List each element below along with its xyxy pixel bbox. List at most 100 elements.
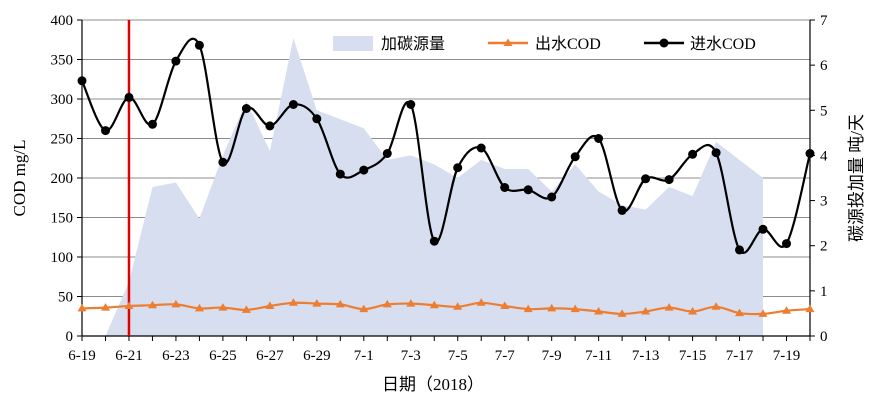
x-tick-label: 7-1 — [354, 348, 374, 364]
y-left-tick-label: 300 — [51, 92, 74, 108]
plot-frame — [77, 19, 815, 341]
influent-cod-point — [735, 245, 744, 255]
effluent-cod-point — [523, 304, 533, 313]
effluent-cod-point — [218, 303, 228, 311]
effluent-cod-point — [382, 299, 392, 308]
effluent-cod-point — [288, 298, 298, 306]
carbon-dosage-area — [105, 38, 763, 336]
legend-swatch-area — [333, 36, 373, 51]
effluent-cod-point — [617, 309, 627, 317]
effluent-cod-point — [641, 307, 651, 315]
influent-cod-point — [77, 76, 87, 86]
influent-cod-point — [688, 149, 698, 159]
effluent-cod-point — [265, 301, 275, 309]
y-right-tick-label: 0 — [820, 329, 828, 345]
influent-cod-point — [711, 148, 721, 158]
tick-labels-layer: 0 50 100 150 200 250 300 350 400 0 1 2 3 4 5 6 7 6-19 6-21… — [51, 13, 829, 364]
effluent-cod-point — [476, 298, 486, 306]
influent-cod-point — [500, 183, 510, 192]
influent-cod-point — [101, 126, 110, 136]
x-tick-label: 7-17 — [726, 348, 754, 364]
influent-cod-point — [218, 157, 228, 167]
y-right-tick-label: 1 — [820, 284, 828, 300]
influent-cod-point — [312, 114, 322, 124]
effluent-cod-point — [312, 299, 322, 307]
influent-cod-point — [782, 239, 791, 249]
y-left-tick-label: 100 — [51, 250, 74, 266]
effluent-cod-point — [77, 303, 87, 312]
influent-cod-point — [453, 163, 463, 173]
effluent-cod-point — [664, 303, 674, 311]
influent-cod-point — [171, 56, 181, 66]
effluent-cod-point — [570, 304, 580, 313]
x-tick-label: 7-5 — [448, 348, 468, 364]
y-right-tick-label: 6 — [820, 58, 828, 74]
x-tick-label: 6-21 — [115, 348, 143, 364]
influent-cod-point — [406, 100, 416, 109]
x-tick-label: 7-15 — [679, 348, 707, 364]
effluent-cod-point — [406, 299, 416, 307]
influent-cod-point — [664, 175, 674, 185]
effluent-cod-point — [453, 302, 463, 310]
y-right-tick-label: 4 — [820, 148, 828, 164]
effluent-cod-point — [194, 303, 204, 312]
influent-cod-point — [547, 192, 557, 202]
x-tick-label: 6-29 — [303, 348, 331, 364]
influent-cod-point — [429, 236, 439, 246]
y-right-tick-label: 7 — [820, 13, 828, 29]
x-tick-label: 7-11 — [585, 348, 612, 364]
influent-cod-point — [594, 134, 604, 143]
effluent-cod-point — [688, 307, 698, 315]
legend-label-area: 加碳源量 — [381, 35, 445, 53]
x-tick-label: 7-19 — [773, 348, 801, 364]
y-left-tick-label: 200 — [51, 171, 74, 187]
influent-cod-point — [194, 40, 204, 50]
effluent-cod-point — [101, 303, 110, 311]
influent-cod-point — [570, 152, 580, 162]
carbon-dosage-area-layer — [105, 38, 763, 336]
influent-cod-point — [641, 174, 651, 184]
influent-cod-point — [148, 119, 157, 129]
y-axis-right-title: 碳源投加量 吨/天 — [847, 114, 866, 242]
x-tick-label: 6-19 — [68, 348, 96, 364]
effluent-cod-point — [711, 302, 721, 310]
y-left-tick-label: 250 — [51, 132, 74, 148]
influent-cod-point — [617, 205, 627, 215]
effluent-cod-point — [359, 304, 369, 313]
x-axis-title: 日期（2018） — [382, 375, 484, 394]
influent-cod-point — [124, 92, 134, 102]
y-left-tick-label: 400 — [51, 13, 74, 29]
influent-cod-point — [265, 121, 275, 131]
y-right-tick-label: 3 — [820, 194, 828, 210]
effluent-cod-point — [805, 304, 815, 313]
influent-cod-point — [523, 185, 533, 195]
influent-cod-point — [476, 143, 486, 153]
effluent-cod-point — [335, 299, 345, 308]
y-axis-left-title: COD mg/L — [10, 140, 29, 217]
effluent-cod-point — [241, 305, 251, 313]
y-right-tick-label: 2 — [820, 239, 828, 255]
influent-cod-point — [335, 169, 345, 179]
effluent-cod-point — [171, 299, 181, 308]
effluent-cod-point — [124, 301, 134, 309]
x-tick-label: 6-23 — [162, 348, 190, 364]
influent-cod-point — [805, 149, 815, 158]
effluent-cod-point — [735, 308, 744, 317]
x-tick-label: 7-7 — [495, 348, 515, 364]
effluent-cod-point — [148, 300, 157, 309]
effluent-cod-point — [758, 309, 768, 317]
effluent-cod-point — [547, 303, 557, 312]
y-left-tick-label: 0 — [66, 329, 74, 345]
influent-cod-point — [382, 149, 392, 158]
effluent-cod-point — [429, 300, 439, 309]
legend-label-influent: 进水COD — [690, 35, 756, 53]
influent-cod-point — [288, 100, 298, 109]
y-left-tick-label: 350 — [51, 53, 74, 69]
x-tick-label: 6-25 — [209, 348, 237, 364]
effluent-cod-point — [594, 307, 604, 315]
y-right-tick-label: 5 — [820, 103, 828, 119]
y-left-tick-label: 50 — [58, 290, 73, 306]
legend-marker-effluent — [503, 38, 513, 46]
legend-label-effluent: 出水COD — [535, 35, 601, 53]
x-tick-label: 7-13 — [632, 348, 660, 364]
